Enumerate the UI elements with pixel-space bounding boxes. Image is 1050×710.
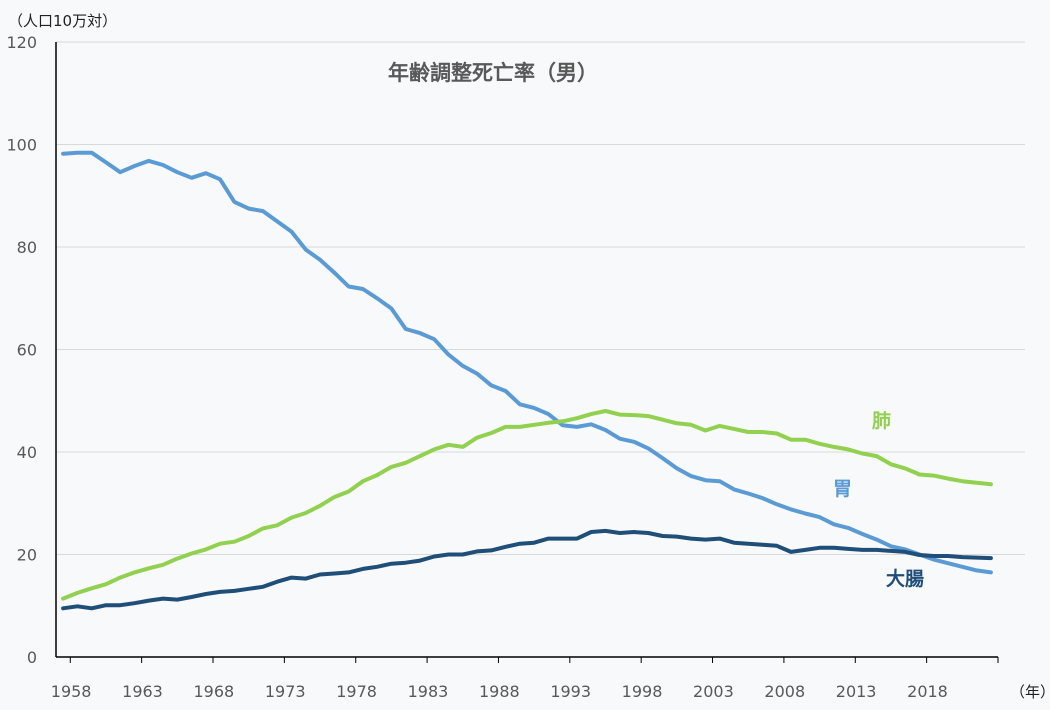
x-tick-label: 1963 (122, 682, 163, 701)
y-axis-unit-label: （人口10万対） (8, 12, 117, 30)
y-tick-label: 20 (17, 546, 37, 565)
series-line-stomach (61, 150, 993, 575)
chart-title: 年齢調整死亡率（男） (388, 61, 598, 85)
y-tick-label: 40 (17, 443, 37, 462)
x-tick-label: 1978 (336, 682, 377, 701)
x-tick-label: 2013 (836, 682, 877, 701)
series-line-colorectal (61, 528, 993, 611)
gridlines (56, 41, 1025, 555)
x-tick-label: 1993 (550, 682, 591, 701)
x-tick-label: 1973 (265, 682, 306, 701)
y-tick-label: 120 (6, 33, 37, 52)
y-tick-label: 80 (17, 238, 37, 257)
x-tick-label: 1998 (622, 682, 663, 701)
x-axis-unit-label: （年） (1010, 683, 1050, 701)
x-tick-label: 2018 (907, 682, 948, 701)
y-tick-label: 60 (17, 341, 37, 360)
series-label-lung: 肺 (872, 410, 891, 432)
series-label-stomach: 胃 (833, 478, 852, 500)
series-line-lung (61, 409, 993, 601)
y-tick-label: 100 (6, 136, 37, 155)
y-tick-label: 0 (27, 648, 37, 667)
series-lines (61, 150, 993, 611)
x-tick-label: 1988 (479, 682, 520, 701)
x-tick-label: 1958 (51, 682, 92, 701)
x-tick-label: 2003 (693, 682, 734, 701)
x-tick-label: 2008 (764, 682, 805, 701)
axes: 0 20 40 60 80 100 120 1958 1963 1968 1973 1978 1983 1… (6, 33, 999, 701)
x-tick-label: 1968 (194, 682, 235, 701)
series-label-colorectal: 大腸 (886, 567, 924, 590)
x-tick-label: 1983 (408, 682, 449, 701)
